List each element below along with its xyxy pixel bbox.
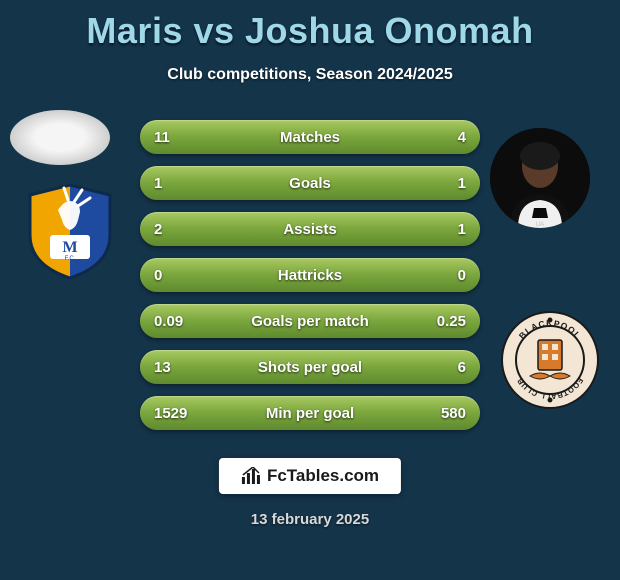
stat-row: 0 Hattricks 0 xyxy=(140,258,480,292)
stat-row: 2 Assists 1 xyxy=(140,212,480,246)
stat-row: 0.09 Goals per match 0.25 xyxy=(140,304,480,338)
stat-row: 1 Goals 1 xyxy=(140,166,480,200)
stat-label: Hattricks xyxy=(278,267,342,284)
stat-right-value: 580 xyxy=(441,405,466,422)
stat-row: 13 Shots per goal 6 xyxy=(140,350,480,384)
player-left-club-logo: M F.C. xyxy=(20,180,120,280)
stat-left-value: 2 xyxy=(154,221,162,238)
stat-label: Min per goal xyxy=(266,405,354,422)
stat-left-value: 11 xyxy=(154,129,170,146)
stat-label: Goals xyxy=(289,175,331,192)
svg-text:UA: UA xyxy=(536,222,544,228)
stat-right-value: 1 xyxy=(458,175,466,192)
stats-list: 11 Matches 4 1 Goals 1 2 Assists 1 0 Hattricks 0 0.0… xyxy=(140,120,480,442)
stat-left-value: 0 xyxy=(154,267,162,284)
stat-label: Assists xyxy=(283,221,336,238)
svg-text:F.C.: F.C. xyxy=(65,256,76,262)
stat-right-value: 0 xyxy=(458,267,466,284)
stat-right-value: 4 xyxy=(458,129,466,146)
stat-label: Shots per goal xyxy=(258,359,362,376)
stat-row: 1529 Min per goal 580 xyxy=(140,396,480,430)
player-left-avatar xyxy=(10,110,110,165)
player-right-avatar: UA xyxy=(490,128,590,228)
svg-text:M: M xyxy=(62,239,77,256)
stat-label: Matches xyxy=(280,129,340,146)
player-right-club-logo: BLACKPOOL FOOTBALL CLUB xyxy=(500,310,600,410)
stat-row: 11 Matches 4 xyxy=(140,120,480,154)
chart-icon xyxy=(241,467,261,485)
stat-label: Goals per match xyxy=(251,313,369,330)
stat-left-value: 1529 xyxy=(154,405,187,422)
stat-left-value: 13 xyxy=(154,359,171,376)
page-title: Maris vs Joshua Onomah xyxy=(0,0,620,52)
stat-right-value: 1 xyxy=(458,221,466,238)
watermark: FcTables.com xyxy=(219,458,401,494)
stat-right-value: 0.25 xyxy=(437,313,466,330)
stat-left-value: 1 xyxy=(154,175,162,192)
watermark-text: FcTables.com xyxy=(267,466,379,486)
stat-left-value: 0.09 xyxy=(154,313,183,330)
date-text: 13 february 2025 xyxy=(251,511,369,528)
subtitle: Club competitions, Season 2024/2025 xyxy=(0,66,620,84)
stat-right-value: 6 xyxy=(458,359,466,376)
